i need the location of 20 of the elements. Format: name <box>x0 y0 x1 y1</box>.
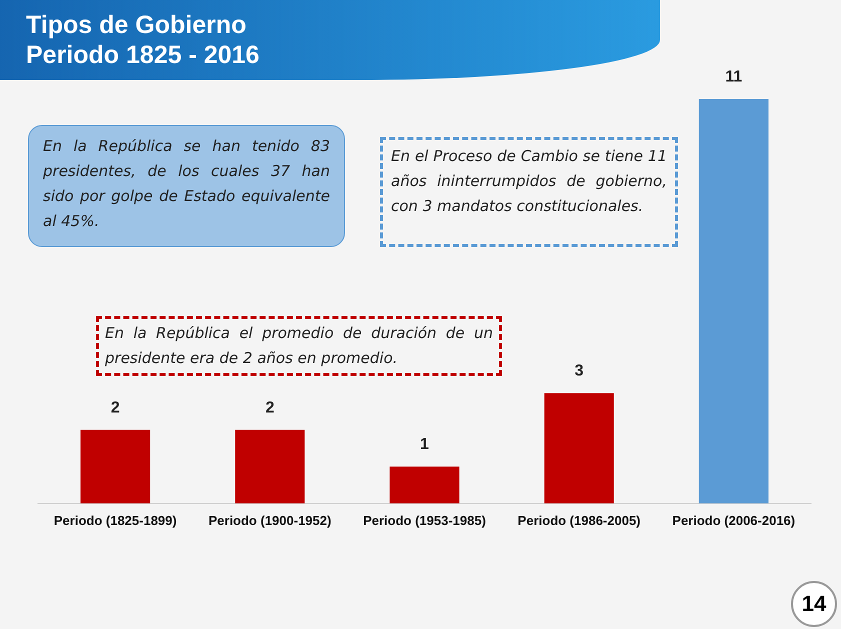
text: 14 <box>791 581 837 627</box>
x-tick-label: Periodo (1986-2005) <box>518 512 641 528</box>
x-tick-label: Periodo (1953-1985) <box>363 512 486 528</box>
x-tick-label: Periodo (1900-1952) <box>208 512 332 528</box>
x-tick-label: Periodo (1825-1899) <box>54 512 177 528</box>
bar <box>390 466 460 504</box>
bar <box>235 430 305 504</box>
data-label: 2 <box>265 399 274 416</box>
x-tick-label: Periodo (2006-2016) <box>672 512 796 528</box>
data-label: 2 <box>110 399 120 416</box>
annotation: En el Proceso de Cambio se tiene 11 años ininterrumpidos de gobierno, con 3 mandatos constitucionales. <box>380 137 678 247</box>
annotation: En la República el promedio de duración de un presidente era de 2 años en promedio. <box>96 316 502 376</box>
bar <box>544 393 614 504</box>
chart-title: Tipos de Gobierno Periodo 1825 - 2016 <box>26 10 260 70</box>
bar <box>698 99 768 504</box>
data-label: 11 <box>725 68 742 86</box>
bar <box>80 430 150 504</box>
data-label: 3 <box>574 362 584 380</box>
data-label: 1 <box>420 436 430 454</box>
annotation: En la República se han tenido 83 presidentes, de los cuales 37 han sido por golpe de Estado equivalente al 45%. <box>28 125 345 247</box>
